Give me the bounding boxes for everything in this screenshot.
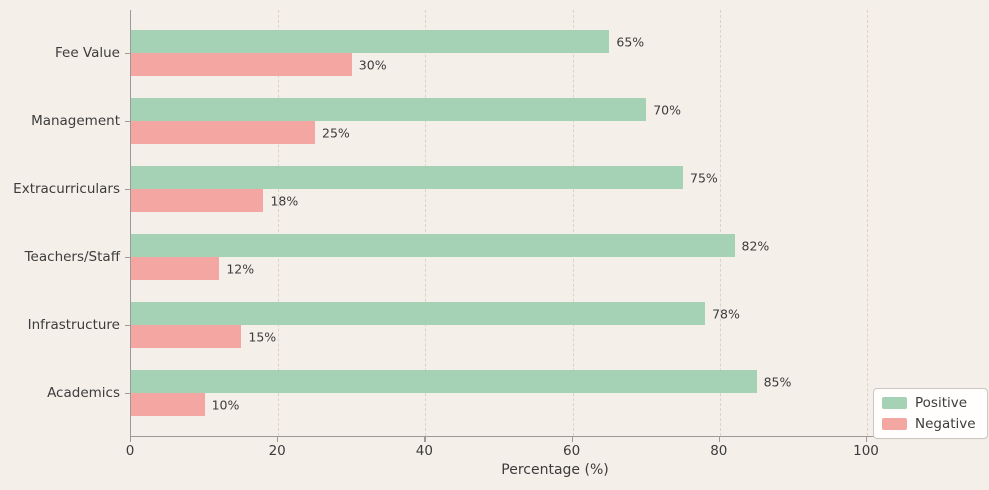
legend-item-positive: Positive (882, 395, 976, 411)
y-tick-mark-2 (125, 189, 130, 191)
gridline-x-80 (719, 10, 721, 436)
category-label-1: Management (31, 113, 120, 129)
value-label-positive-3: 82% (741, 238, 770, 254)
legend-item-negative: Negative (882, 416, 976, 432)
bar-negative-5 (131, 393, 205, 416)
category-label-3: Teachers/Staff (24, 249, 120, 265)
y-tick-mark-4 (125, 325, 130, 327)
bar-positive-1 (131, 98, 647, 121)
bar-negative-1 (131, 121, 315, 144)
bar-positive-4 (131, 302, 706, 325)
x-tick-mark-60 (571, 437, 573, 442)
category-label-4: Infrastructure (27, 317, 120, 333)
x-tick-mark-80 (718, 437, 721, 442)
x-tick-label-80: 80 (710, 443, 728, 459)
x-tick-mark-20 (277, 437, 279, 442)
y-tick-mark-0 (125, 53, 130, 55)
legend-label-positive: Positive (915, 395, 968, 411)
y-tick-mark-5 (125, 393, 130, 395)
x-tick-mark-0 (130, 437, 132, 442)
bar-negative-0 (131, 53, 352, 76)
bar-positive-2 (131, 166, 683, 189)
x-tick-mark-100 (866, 437, 868, 442)
bar-negative-3 (131, 257, 220, 280)
bar-positive-5 (131, 370, 757, 393)
legend-label-negative: Negative (915, 416, 976, 432)
x-tick-label-20: 20 (268, 443, 286, 459)
gridline-x-60 (572, 10, 574, 436)
gridline-x-100 (867, 10, 868, 436)
bar-positive-0 (131, 30, 610, 53)
legend-swatch-negative-icon (882, 418, 907, 430)
value-label-positive-0: 65% (616, 34, 645, 50)
value-label-negative-4: 15% (248, 329, 277, 345)
value-label-positive-4: 78% (712, 306, 740, 322)
y-tick-mark-1 (125, 121, 130, 123)
value-label-negative-2: 18% (270, 193, 299, 209)
category-label-0: Fee Value (54, 45, 120, 61)
value-label-negative-1: 25% (322, 125, 350, 141)
legend: Positive Negative (873, 388, 988, 439)
gridline-x-40 (425, 10, 427, 436)
bar-negative-4 (131, 325, 242, 348)
value-label-negative-3: 12% (226, 261, 255, 277)
bar-negative-2 (131, 189, 264, 212)
category-label-5: Academics (47, 385, 120, 401)
x-tick-label-100: 100 (853, 443, 879, 459)
bar-positive-3 (131, 234, 735, 257)
value-label-positive-1: 70% (653, 102, 681, 118)
value-label-positive-2: 75% (690, 170, 718, 186)
x-tick-label-0: 0 (125, 443, 135, 459)
x-tick-mark-40 (424, 437, 426, 442)
category-label-2: Extracurriculars (13, 181, 120, 197)
legend-swatch-positive-icon (882, 397, 907, 409)
value-label-positive-5: 85% (763, 374, 792, 390)
value-label-negative-0: 30% (358, 57, 387, 73)
gridline-x-20 (278, 10, 280, 436)
y-tick-mark-3 (125, 257, 130, 259)
x-axis-label: Percentage (%) (501, 462, 609, 478)
x-tick-label-40: 40 (415, 443, 433, 459)
plot-area (130, 10, 980, 437)
value-label-negative-5: 10% (211, 397, 240, 413)
x-tick-label-60: 60 (563, 443, 581, 459)
